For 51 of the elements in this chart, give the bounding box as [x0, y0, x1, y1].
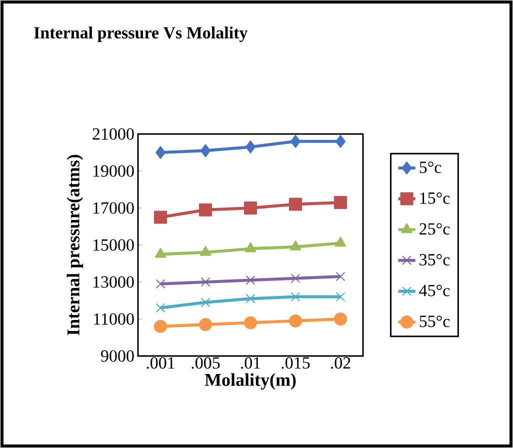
point [246, 275, 256, 285]
point [200, 246, 212, 256]
x-tick-label: .02 [330, 357, 350, 369]
y-tick-label: 19000 [93, 165, 134, 177]
point [156, 279, 166, 289]
point [336, 134, 346, 148]
point [290, 134, 301, 148]
point [246, 140, 256, 154]
legend-label: 45°c [419, 284, 450, 296]
point [336, 292, 346, 302]
point [290, 292, 300, 302]
y-tick-label: 17000 [93, 202, 134, 214]
y-tick-label: 9000 [101, 350, 134, 362]
y-axis-title: Internal pressure(atms) [66, 154, 84, 336]
x-tick-label: .01 [240, 357, 260, 369]
point [199, 203, 212, 216]
point [200, 298, 210, 308]
point [199, 318, 212, 332]
point [154, 320, 168, 333]
point [154, 248, 166, 258]
x-axis-title: Molality(m) [204, 373, 296, 390]
legend-label: 5°c [420, 162, 442, 174]
legend-label: 25°c [420, 223, 450, 235]
y-tick-label: 11000 [94, 313, 134, 325]
point [290, 240, 302, 250]
point [200, 277, 210, 287]
y-tick-label: 15000 [93, 239, 134, 251]
point [289, 198, 302, 211]
point [334, 236, 346, 247]
point [244, 202, 258, 214]
legend-label: 35°c [420, 254, 450, 266]
point [156, 146, 166, 159]
point [334, 196, 348, 209]
point [334, 312, 348, 326]
point [244, 242, 256, 252]
legend-label: 55°c [420, 316, 450, 328]
point [154, 210, 168, 224]
legend-label: 15°c [420, 192, 450, 204]
x-tick-label: .005 [192, 357, 220, 369]
point [244, 316, 258, 330]
y-tick-label: 13000 [93, 276, 134, 288]
x-tick-label: .015 [282, 357, 310, 369]
point [200, 144, 211, 158]
point [246, 294, 256, 304]
chart-title: Internal pressure Vs Molality [34, 26, 248, 42]
point [156, 303, 166, 313]
point [289, 314, 302, 328]
point [290, 274, 300, 284]
point [336, 272, 346, 282]
x-tick-label: .001 [146, 357, 174, 369]
y-tick-label: 21000 [92, 128, 134, 140]
